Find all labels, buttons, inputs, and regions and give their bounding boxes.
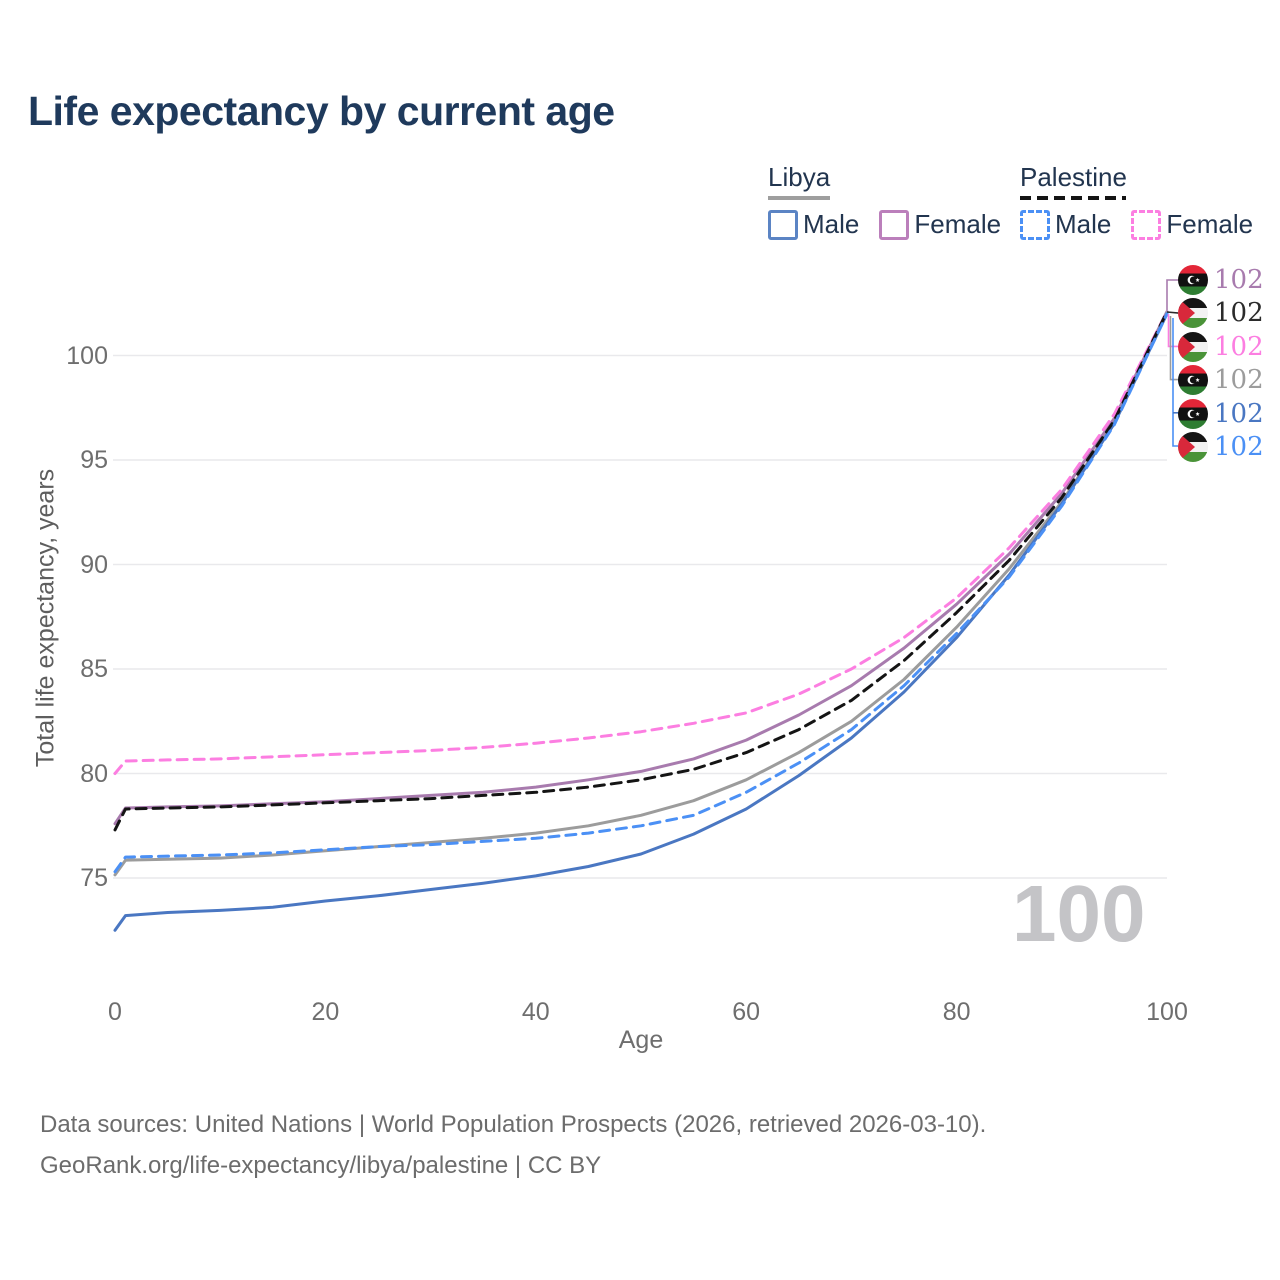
end-label-connector-palestine-total — [1166, 311, 1181, 314]
series-line-palestine-female[interactable] — [113, 310, 1169, 775]
libya-flag — [1178, 398, 1208, 429]
end-label-row-palestine-total: 102 — [1178, 297, 1264, 331]
series-line-palestine-male[interactable] — [113, 312, 1169, 874]
palestine-flag-icon — [1178, 331, 1208, 362]
end-label-value-palestine-male: 102 — [1214, 432, 1264, 463]
x-axis-title: Age — [618, 1026, 664, 1054]
legend-underline-libya-solid — [768, 196, 830, 200]
x-tick-label: 60 — [732, 998, 761, 1026]
end-label-row-libya-female: 102 — [1178, 263, 1264, 297]
page-title: Life expectancy by current age — [28, 88, 615, 134]
series-line-libya-total[interactable] — [113, 311, 1169, 877]
legend-header-palestine: Palestine — [1020, 162, 1127, 192]
legend-item-palestine-male[interactable]: Male — [1020, 209, 1111, 240]
y-tick-label: 95 — [80, 446, 108, 474]
hovered-age-watermark: 100 — [1012, 869, 1146, 958]
palestine-flag — [1178, 432, 1208, 463]
legend-item-label: Male — [1055, 209, 1112, 239]
legend-item-palestine-female[interactable]: Female — [1131, 209, 1253, 240]
end-label-connector-palestine-male — [1172, 318, 1180, 447]
palestine-flag-icon — [1178, 432, 1208, 463]
end-label-connector-libya-total — [1169, 316, 1180, 381]
libya-flag-icon — [1178, 264, 1208, 295]
legend-underline-palestine-dashed — [1020, 196, 1126, 200]
x-tick-label: 40 — [521, 998, 550, 1026]
end-label-row-palestine-male: 102 — [1178, 431, 1264, 465]
legend-item-label: Female — [1166, 209, 1254, 239]
end-label-connector-libya-female — [1166, 279, 1180, 310]
y-tick-label: 80 — [80, 759, 108, 788]
series-line-libya-male[interactable] — [113, 312, 1169, 932]
x-tick-label: 100 — [1146, 998, 1188, 1026]
legend-item-label: Male — [803, 209, 860, 239]
x-tick-label: 20 — [311, 998, 340, 1026]
libya-male-swatch-icon — [768, 209, 798, 240]
end-label-row-libya-male: 102 — [1178, 397, 1264, 431]
libya-female-swatch-icon — [879, 209, 910, 240]
libya-flag-icon — [1178, 398, 1208, 429]
y-tick-label: 85 — [80, 655, 108, 683]
y-axis-title: Total life expectancy, years — [31, 468, 60, 768]
palestine-female-swatch-icon — [1131, 209, 1162, 240]
end-label-value-libya-male: 102 — [1214, 398, 1264, 429]
palestine-flag — [1178, 298, 1208, 329]
y-tick-label: 90 — [80, 550, 108, 579]
palestine-male-swatch-icon — [1020, 209, 1050, 240]
end-label-row-palestine-female: 102 — [1178, 330, 1264, 364]
end-label-value-libya-total: 102 — [1214, 365, 1264, 396]
x-tick-label: 0 — [108, 998, 122, 1026]
legend-group-libya: Libya Male Female — [768, 162, 1021, 240]
legend-group-palestine: Palestine Male Female — [1020, 162, 1273, 240]
libya-flag — [1178, 365, 1208, 396]
legend-item-libya-female[interactable]: Female — [879, 209, 1001, 240]
end-label-value-palestine-total: 102 — [1214, 298, 1264, 329]
y-tick-label: 75 — [80, 864, 108, 892]
series-end-labels: 102 102 102 102 102 102 — [1178, 263, 1264, 464]
end-label-value-libya-female: 102 — [1214, 264, 1264, 295]
y-tick-label: 100 — [66, 341, 108, 370]
footer-data-sources: Data sources: United Nations | World Pop… — [40, 1111, 987, 1138]
legend-header-libya: Libya — [768, 162, 831, 192]
footer: Data sources: United Nations | World Pop… — [40, 1104, 986, 1186]
libya-flag — [1178, 264, 1208, 295]
end-label-value-palestine-female: 102 — [1214, 331, 1264, 362]
x-tick-label: 80 — [942, 998, 971, 1026]
series-line-palestine-total[interactable] — [113, 310, 1169, 832]
legend-item-label: Female — [914, 209, 1002, 239]
legend-item-libya-male[interactable]: Male — [768, 209, 859, 240]
palestine-flag-icon — [1178, 298, 1208, 329]
palestine-flag — [1178, 331, 1208, 362]
footer-attribution[interactable]: GeoRank.org/life-expectancy/libya/palest… — [40, 1152, 602, 1179]
libya-flag-icon — [1178, 365, 1208, 396]
end-label-connector-palestine-female — [1167, 314, 1180, 348]
end-label-row-libya-total: 102 — [1178, 364, 1264, 398]
